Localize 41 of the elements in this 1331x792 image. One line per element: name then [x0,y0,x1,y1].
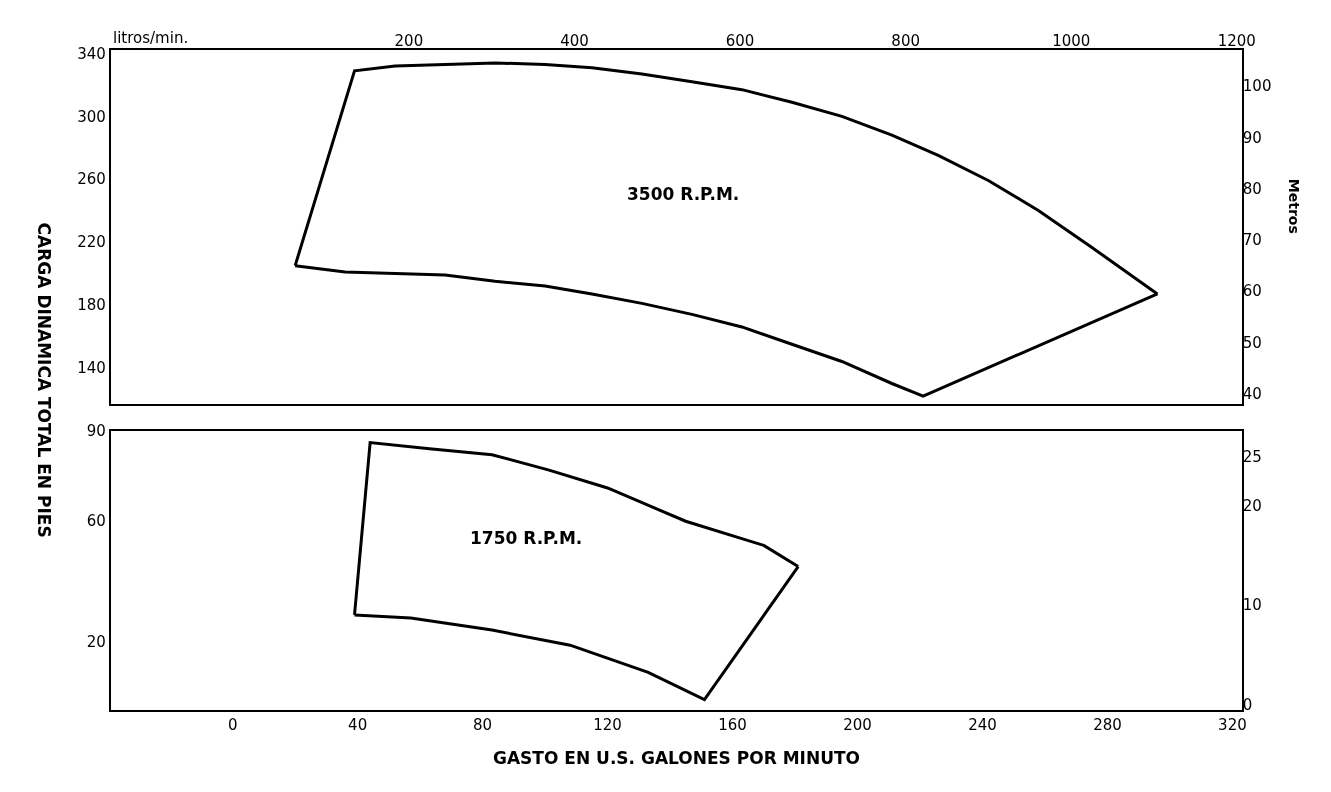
y-tick-label: 260 [77,170,106,189]
annotation: 3500 R.P.M. [627,184,740,204]
y2-tick-label: 0 [1242,695,1253,714]
x-tick-label: 40 [348,716,368,735]
y-tick-label: 60 [86,512,106,531]
y-tick-label: 180 [77,296,106,315]
y-tick-label: 20 [86,633,106,652]
y-tick-label: 340 [77,44,106,63]
y2-tick-label: 90 [1242,128,1262,147]
x-tick-label: 280 [1093,716,1122,735]
x-tick-label: 0 [227,716,238,735]
annotation: 1750 R.P.M. [470,528,583,548]
x2-tick-label: 400 [560,32,589,51]
y-tick-label: 90 [86,421,106,440]
x-tick-label: 120 [593,716,622,735]
y-axis-title: CARGA DINAMICA TOTAL EN PIES [33,222,54,538]
y2-tick-label: 40 [1242,384,1262,403]
y2-tick-label: 80 [1242,179,1262,198]
x-tick-label: 80 [473,716,493,735]
x2-tick-label: 600 [725,32,755,51]
x2-tick-label: 800 [891,32,920,51]
x-tick-label: 240 [968,716,997,735]
x-tick-label: 160 [718,716,747,735]
y2-tick-label: 100 [1242,77,1272,96]
y-tick-label: 300 [77,107,106,126]
y2-tick-label: 20 [1242,497,1262,516]
x-tick-label: 320 [1218,716,1247,735]
x-axis-title: GASTO EN U.S. GALONES POR MINUTO [493,748,860,768]
y2-tick-label: 10 [1242,596,1262,615]
x2-axis-title: litros/min. [113,29,189,47]
x2-tick-label: 1200 [1217,32,1256,51]
x-tick-label: 200 [843,716,872,735]
y2-tick-label: 25 [1242,447,1262,466]
y-tick-label: 220 [77,233,106,252]
y2-tick-label: 70 [1242,231,1262,250]
y2-tick-label: 50 [1242,333,1262,352]
x2-tick-label: 200 [394,32,424,51]
x2-tick-label: 1000 [1052,32,1091,51]
y2-axis-title: Metros [1286,178,1303,234]
y2-tick-label: 60 [1242,282,1262,301]
y-tick-label: 140 [77,359,106,378]
